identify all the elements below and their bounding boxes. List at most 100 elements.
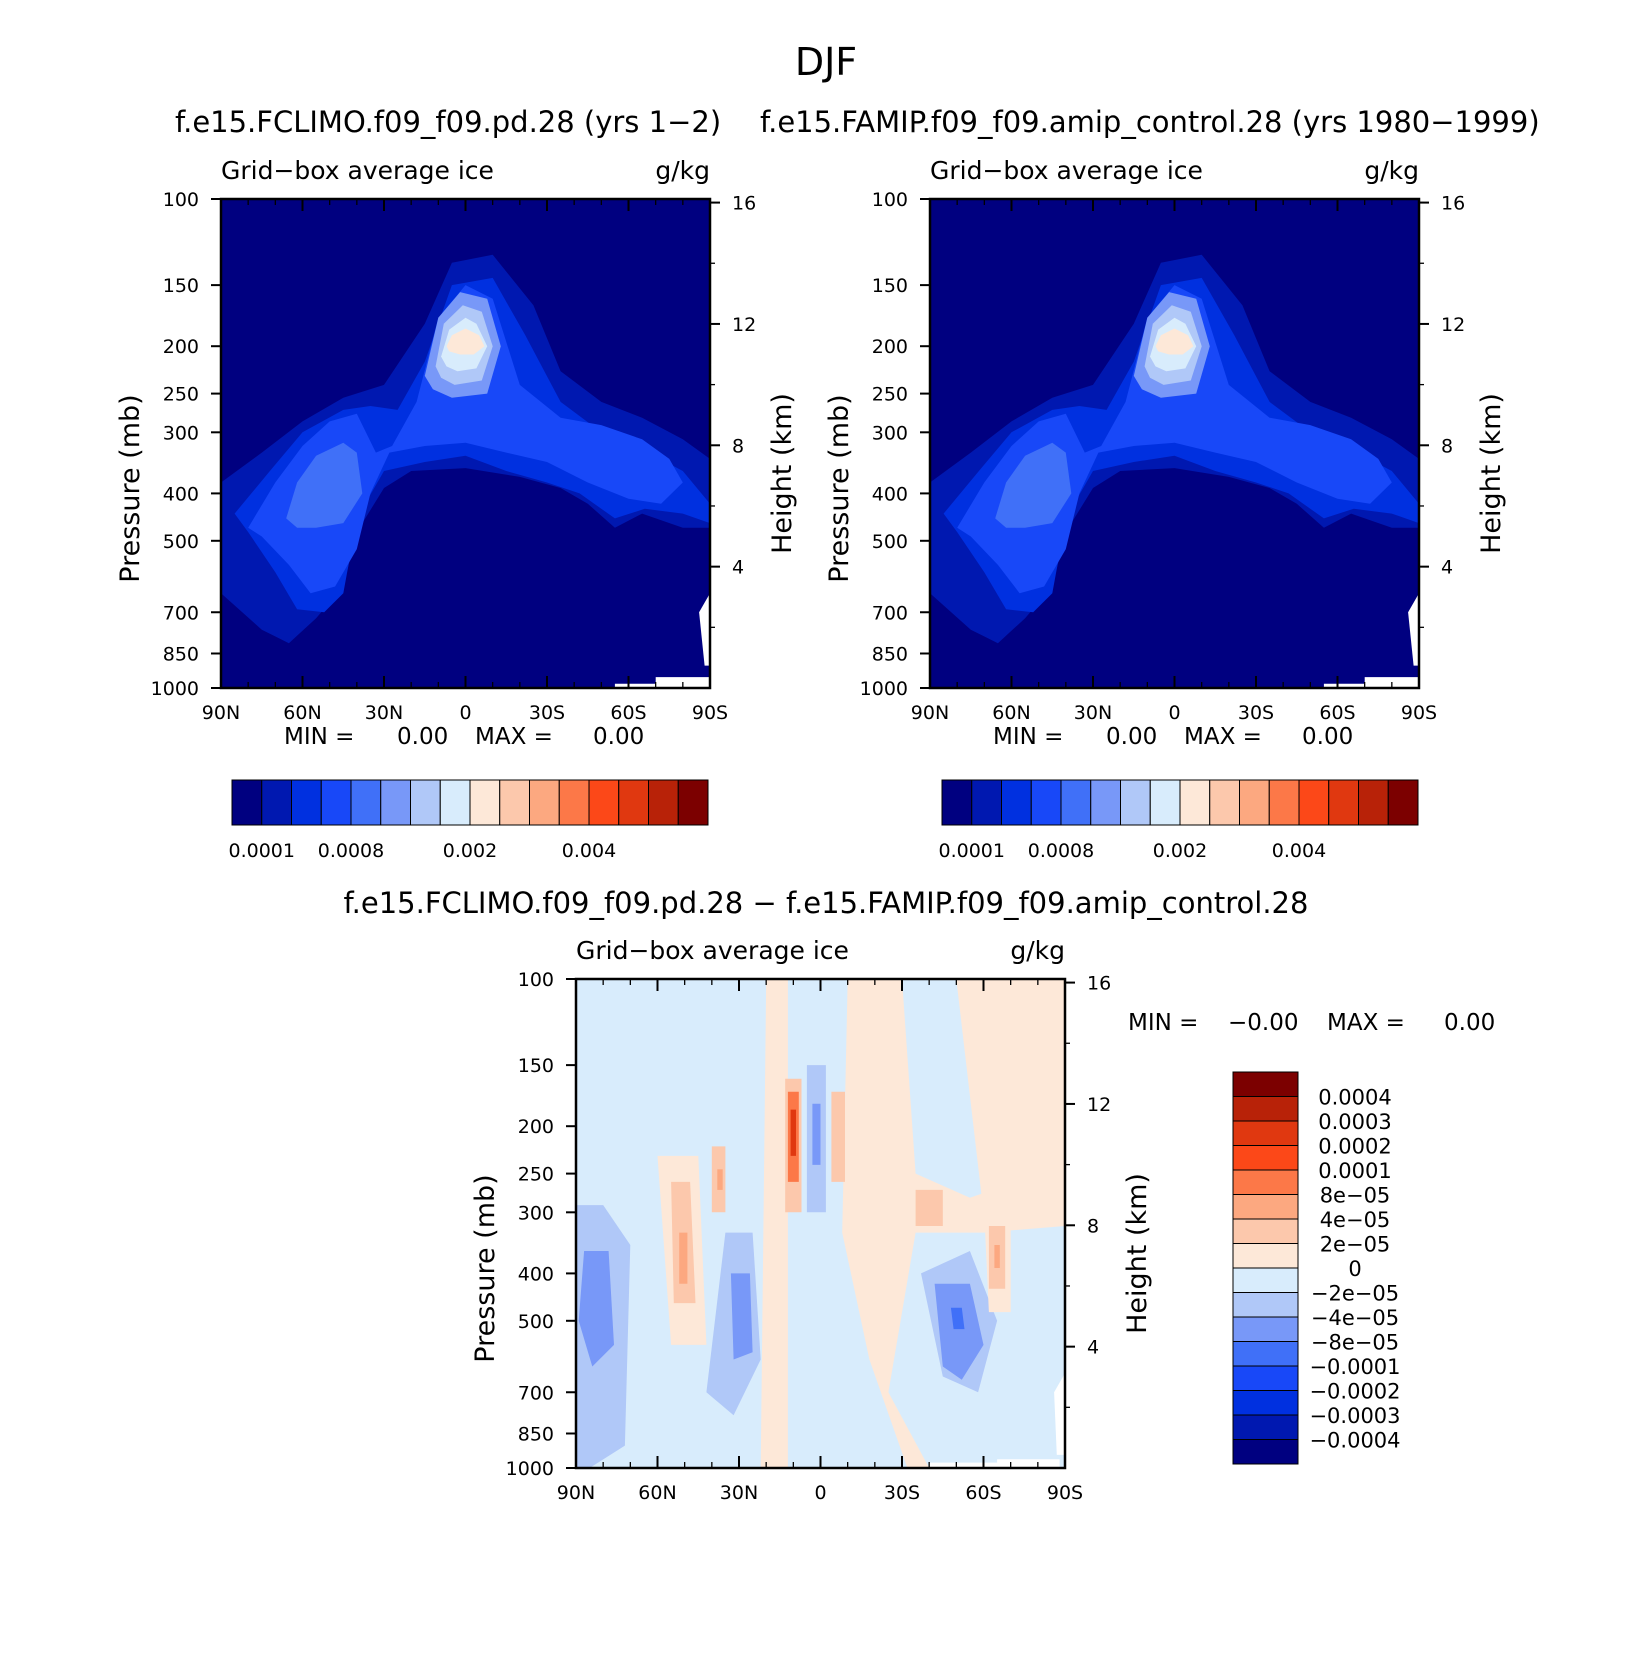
cb-diff-swatch [1232, 1365, 1299, 1391]
panel-right-title: f.e15.FAMIP.f09_f09.amip_control.28 (yrs… [760, 105, 1540, 139]
cb-diff-swatch [1232, 1096, 1299, 1122]
panel-right-missing-data-edge [1408, 593, 1419, 666]
panel-left-xtick-label: 60S [610, 702, 646, 724]
panel-diff-max-label: MAX = [1327, 1010, 1405, 1036]
panel-left-xtick-label: 90S [692, 702, 728, 724]
cb-right-swatch [1209, 779, 1240, 826]
panel-right-xtick-label: 90S [1401, 702, 1437, 724]
panel-left-xtick-label: 30S [529, 702, 565, 724]
panel-right-max-label: MAX = [1184, 724, 1262, 750]
cb-diff-swatch [1232, 1292, 1299, 1318]
cb-diff-swatch [1232, 1218, 1299, 1244]
cb-diff-swatch [1232, 1414, 1299, 1440]
panel-left: 90N 60N 30N 0 30S 60S 90S 100 150 200 250 300 400 500… [115, 156, 798, 750]
panel-diff-ylabel: Pressure (mb) [470, 1174, 501, 1362]
cb-diff-swatch [1232, 1145, 1299, 1171]
panel-right-ptick-label: 150 [872, 275, 908, 297]
panel-diff-htick-label: 8 [1087, 1215, 1099, 1237]
panel-right-min-value: 0.00 [1106, 724, 1157, 750]
panel-right-variable-label: Grid−box average ice [930, 156, 1203, 185]
cb-right-label: 0.004 [1272, 840, 1326, 862]
panel-left-title: f.e15.FCLIMO.f09_f09.pd.28 (yrs 1−2) [175, 105, 721, 139]
cb-right-swatch [1001, 779, 1032, 826]
panel-diff-max-value: 0.00 [1444, 1010, 1495, 1036]
cb-right-swatch [1239, 779, 1270, 826]
cb-diff-label: 0 [1348, 1257, 1361, 1281]
cb-diff-label: 0.0003 [1318, 1110, 1391, 1134]
panel-diff-missing-data-edge [1054, 1373, 1065, 1455]
cb-right-swatch [1149, 779, 1181, 826]
panel-diff-ptick-label: 250 [518, 1164, 554, 1186]
panel-left-xtick-label: 0 [459, 702, 471, 724]
panel-diff-xtick-label: 90S [1047, 1482, 1083, 1504]
cb-diff-swatch [1232, 1243, 1299, 1269]
panel-right-ptick-label: 850 [872, 643, 908, 665]
panel-diff-contour-18 [831, 1091, 845, 1182]
panel-right-ptick-label: 300 [872, 422, 908, 444]
panel-diff-xtick-label: 30N [720, 1482, 758, 1504]
panel-left-ptick-label: 300 [163, 422, 199, 444]
panel-right-xtick-label: 30S [1238, 702, 1274, 724]
panel-left-ptick-label: 700 [163, 602, 199, 624]
panel-diff-units-label: g/kg [1010, 936, 1065, 965]
panel-left-htick-label: 16 [732, 193, 756, 215]
panel-right-field-band-0.002 [1155, 328, 1194, 355]
cb-right-swatch [971, 779, 1002, 826]
cb-diff-label: −8e−05 [1311, 1331, 1399, 1355]
panel-diff-min-value: −0.00 [1228, 1010, 1298, 1036]
cb-left-swatch [439, 779, 471, 826]
panel-right-ptick-label: 100 [872, 189, 908, 211]
panel-right-htick-label: 4 [1441, 557, 1453, 579]
cb-right-label: 0.0001 [939, 840, 1005, 862]
panel-right: 90N 60N 30N 0 30S 60S 90S 100 150 200 250 300 400 500… [824, 156, 1507, 750]
panel-diff-ptick-label: 500 [518, 1311, 554, 1333]
panel-diff-y2label: Height (km) [1122, 1173, 1153, 1334]
panel-right-missing-data [1323, 677, 1419, 688]
cb-diff-label: −0.0004 [1309, 1429, 1400, 1453]
panel-left-y2label: Height (km) [767, 393, 798, 554]
panel-diff-contour-10 [950, 1307, 965, 1330]
panel-right-ptick-label: 1000 [860, 678, 908, 700]
panel-right-htick-label: 16 [1441, 193, 1465, 215]
cb-diff-swatch [1232, 1169, 1299, 1195]
cb-diff-label: −0.0003 [1309, 1404, 1400, 1428]
panel-left-variable-label: Grid−box average ice [221, 156, 494, 185]
cb-right-swatch [941, 779, 973, 826]
cb-left-swatch [320, 779, 352, 826]
cb-left-swatch [410, 779, 441, 826]
panel-right-xtick-label: 60S [1319, 702, 1355, 724]
panel-diff-ptick-label: 700 [518, 1382, 554, 1404]
panel-diff-ptick-label: 1000 [506, 1458, 554, 1480]
panel-right-units-label: g/kg [1364, 156, 1419, 185]
panel-left-ptick-label: 850 [163, 643, 199, 665]
cb-left-swatch [648, 779, 679, 826]
panel-left-xtick-label: 90N [202, 702, 240, 724]
panel-diff-ptick-label: 400 [518, 1263, 554, 1285]
cb-right-swatch [1120, 779, 1151, 826]
panel-diff-htick-label: 16 [1087, 973, 1111, 995]
panel-diff-ptick-label: 850 [518, 1423, 554, 1445]
cb-diff-label: −4e−05 [1311, 1306, 1399, 1330]
cb-left-swatch [291, 779, 322, 826]
cb-left-label: 0.002 [443, 840, 497, 862]
cb-left-swatch [618, 779, 649, 826]
panel-left-htick-label: 8 [732, 435, 744, 457]
cb-diff-swatch [1232, 1316, 1299, 1342]
panel-right-ptick-label: 200 [872, 336, 908, 358]
cb-diff-swatch [1232, 1267, 1299, 1293]
cb-diff-label: 4e−05 [1320, 1208, 1391, 1232]
cb-right-swatch [1358, 779, 1389, 826]
panel-left-units-label: g/kg [655, 156, 710, 185]
panel-diff-contour-0 [760, 979, 788, 1468]
panel-diff-ptick-label: 200 [518, 1116, 554, 1138]
panel-diff-min-label: MIN = [1128, 1010, 1198, 1036]
panel-diff-contour-24 [915, 1189, 943, 1226]
panel-left-max-label: MAX = [475, 724, 553, 750]
panel-diff-xtick-label: 0 [814, 1482, 826, 1504]
panel-diff-contour-1 [842, 979, 1065, 1468]
cb-right-swatch [1268, 779, 1300, 826]
cb-diff-swatch [1232, 1071, 1299, 1097]
cb-left-swatch [469, 779, 501, 826]
cb-right-swatch [1328, 779, 1359, 826]
cb-diff-label: −0.0002 [1309, 1380, 1400, 1404]
